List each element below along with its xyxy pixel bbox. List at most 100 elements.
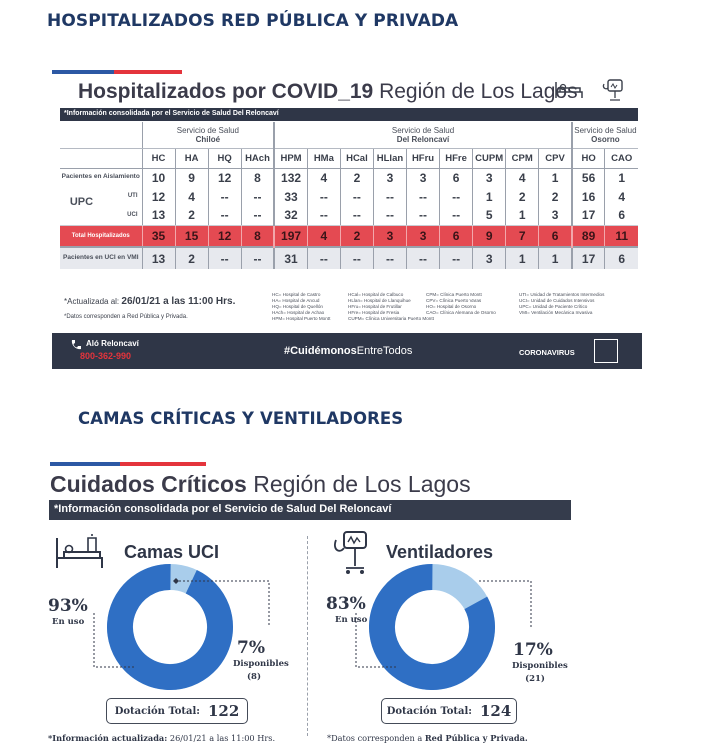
flag-stripe-blue: [52, 70, 114, 74]
cell-vmi-ho: 17: [570, 246, 605, 269]
cell-total-hma: 4: [306, 225, 341, 247]
cell-uci-hach: --: [240, 206, 275, 226]
cell-uci-cao: 6: [604, 206, 638, 226]
ventiladores-used-pct: 83%: [326, 594, 366, 614]
cell-aislamiento-hfre: 6: [439, 168, 473, 187]
camas-free-count: (8): [247, 672, 261, 682]
cell-vmi-cpm: 1: [505, 246, 539, 269]
camas-uci-title: Camas UCI: [124, 542, 220, 562]
cell-vmi-hcal: --: [339, 246, 374, 269]
cell-aislamiento-cao: 1: [604, 168, 638, 187]
legend-entry: HLlan= Hospital de Llanquihue: [348, 298, 411, 303]
legend-entry: HPM= Hospital Puerto Montt: [272, 316, 331, 321]
cell-total-hc: 35: [141, 225, 176, 247]
column-header-cao: CAO: [604, 148, 638, 169]
cell-aislamiento-hllan: 3: [372, 168, 407, 187]
coronavirus-label: CORONAVIRUS: [519, 348, 575, 357]
cell-total-cao: 11: [604, 225, 638, 247]
flag-stripe-red: [114, 70, 182, 74]
cell-aislamiento-hpm: 132: [273, 168, 308, 187]
info-bar: *Información consolidada por el Servicio…: [49, 500, 571, 520]
cell-uti-cupm: 1: [472, 187, 506, 206]
column-header-hpm: HPM: [273, 148, 308, 169]
column-header-hllan: HLlan: [372, 148, 407, 169]
group-reloncavi: Servicio de Salud Del Reloncaví: [273, 122, 572, 149]
legend-entry: CAO= Clínica Alemana de Osorno: [426, 310, 496, 315]
cell-total-hq: 12: [207, 225, 242, 247]
cell-uci-cpm: 1: [505, 206, 539, 226]
ventilator-icon: [332, 530, 378, 576]
cell-total-ha: 15: [174, 225, 209, 247]
column-header-hcal: HCal: [339, 148, 374, 169]
group-chiloe: Servicio de Salud Chiloé: [141, 122, 275, 149]
cell-uti-ho: 16: [570, 187, 605, 206]
ventiladores-leader-lines: [355, 580, 532, 668]
cell-vmi-hpm: 31: [273, 246, 308, 269]
cell-total-hach: 8: [240, 225, 275, 247]
cell-uti-cpm: 2: [505, 187, 539, 206]
cell-uti-hllan: --: [372, 187, 407, 206]
upc-label: UPC: [69, 196, 94, 209]
cell-uci-cpv: 3: [538, 206, 572, 226]
cell-vmi-ha: 2: [174, 246, 209, 269]
hospitalized-infographic: Hospitalizados por COVID_19 Región de Lo…: [52, 70, 642, 370]
cell-aislamiento-hc: 10: [141, 168, 176, 187]
hotline-number: 800-362-990: [80, 351, 132, 361]
cell-aislamiento-cpv: 1: [538, 168, 572, 187]
legend-entry: CPM= Clínica Puerto Montt: [426, 292, 482, 297]
cell-vmi-cao: 6: [604, 246, 638, 269]
column-header-cpv: CPV: [538, 148, 572, 169]
infographic-title: Cuidados Críticos Región de Los Lagos: [50, 471, 471, 497]
hospital-bed-icon: [554, 78, 584, 102]
cell-uti-cao: 4: [604, 187, 638, 206]
cell-uti-hq: --: [207, 187, 242, 206]
infographic-footer: Aló Reloncaví 800-362-990 #CuidémonosEnt…: [52, 333, 642, 369]
flag-stripe-blue: [50, 462, 120, 466]
column-header-ha: HA: [174, 148, 209, 169]
cell-uci-hcal: --: [339, 206, 374, 226]
cell-total-hfre: 6: [439, 225, 473, 247]
critical-care-infographic: Cuidados Críticos Región de Los Lagos *I…: [44, 460, 584, 748]
ventilator-icon: [600, 78, 628, 104]
cell-aislamiento-cupm: 3: [472, 168, 506, 187]
cell-uci-hpm: 32: [273, 206, 308, 226]
legend-col-2: HCal= Hospital de Calbuco HLlan= Hospital…: [348, 292, 434, 322]
icu-bed-icon: [54, 532, 106, 572]
ventiladores-used-label: En uso: [335, 615, 368, 625]
info-bar: *Información consolidada por el Servicio…: [60, 108, 638, 121]
cell-uci-hfre: --: [439, 206, 473, 226]
alo-reloncavi-label: Aló Reloncaví: [86, 339, 139, 348]
legend-entry: VMI= Ventilación Mecánica Invasiva: [519, 310, 593, 315]
cell-aislamiento-ho: 56: [570, 168, 605, 187]
cell-uci-hq: --: [207, 206, 242, 226]
cell-vmi-cpv: 1: [538, 246, 572, 269]
ventiladores-total-box: Dotación Total: 124: [381, 698, 517, 724]
cell-uci-ho: 17: [570, 206, 605, 226]
cell-total-hfru: 3: [405, 225, 440, 247]
infographic-title: Hospitalizados por COVID_19 Región de Lo…: [78, 80, 578, 103]
flag-stripe-red: [120, 462, 206, 466]
column-header-hach: HAch: [240, 148, 275, 169]
table-row-vmi: Pacientes en UCI en VMI 13 2 -- -- 31 -- -- -- --…: [60, 246, 638, 269]
cell-uci-ha: 2: [174, 206, 209, 226]
legend-col-3: CPM= Clínica Puerto Montt CPV= Clínica Pu…: [426, 292, 496, 316]
cell-vmi-hc: 13: [141, 246, 176, 269]
cell-vmi-hma: --: [306, 246, 341, 269]
table-column-header: HC HA HQ HAch HPM HMa HCal HLlan HFru HFre CUPM CPM…: [60, 148, 638, 169]
phone-icon: [70, 339, 82, 351]
cell-aislamiento-hfru: 3: [405, 168, 440, 187]
ventiladores-title: Ventiladores: [386, 542, 494, 562]
cell-vmi-hach: --: [240, 246, 275, 269]
table-row-total: Total Hospitalizados 35 15 12 8 197 4 2 3 3 6 9 7 6 89…: [60, 225, 638, 247]
camas-free-pct: 7%: [237, 638, 265, 658]
camas-used-slice: [107, 564, 233, 690]
camas-used-label: En uso: [52, 617, 85, 627]
ventiladores-free-label: Disponibles: [512, 661, 568, 671]
legend-col-4: UTI= Unidad de Tratamientos Intermedios U…: [519, 292, 604, 316]
column-header-hq: HQ: [207, 148, 242, 169]
cell-uti-cpv: 2: [538, 187, 572, 206]
camas-donut: [107, 564, 233, 690]
cell-total-hpm: 197: [273, 225, 308, 247]
cell-total-cupm: 9: [472, 225, 506, 247]
data-note: *Datos corresponden a Red Pública y Priv…: [64, 314, 188, 320]
